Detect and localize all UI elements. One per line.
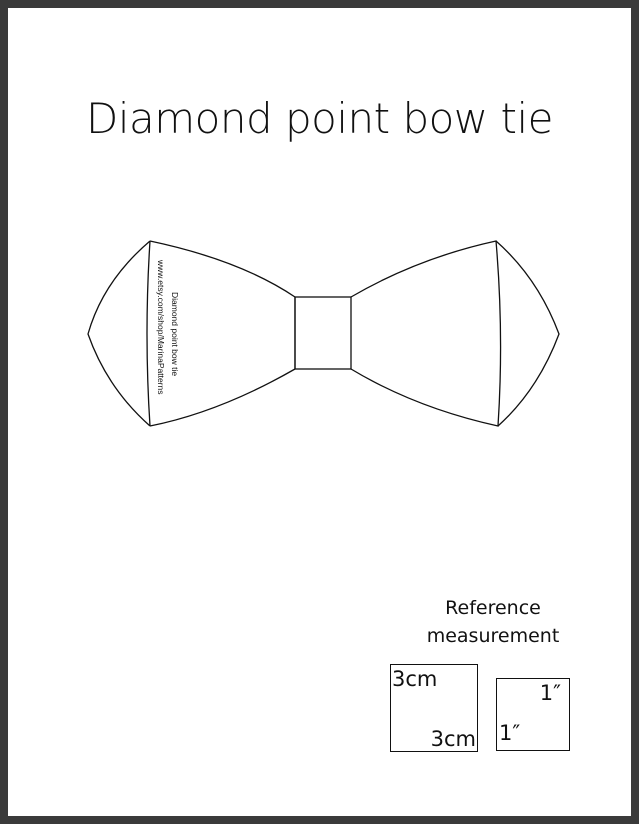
pattern-label-url: www.etsy.com/shop/MarinaPatterns <box>156 259 166 394</box>
right-diamond-point <box>495 240 560 427</box>
cm-top-label: 3cm <box>392 667 438 691</box>
reference-label: Reference measurement <box>408 594 578 650</box>
reference-box-3cm: 3cm 3cm <box>390 664 478 752</box>
pattern-label-name: Diamond point bow tie <box>170 292 180 376</box>
cm-bottom-label: 3cm <box>430 727 476 751</box>
right-wing-outline <box>350 240 502 427</box>
page-title: Diamond point bow tie <box>86 94 553 143</box>
left-diamond-point <box>87 240 151 427</box>
reference-label-line1: Reference <box>445 597 541 619</box>
inch-bottom-label: 1″ <box>499 721 521 745</box>
left-wing-seam <box>146 240 151 427</box>
reference-box-1inch: 1″ 1″ <box>496 678 570 751</box>
bow-tie-pattern: Diamond point bow tie www.etsy.com/shop/… <box>87 240 560 427</box>
center-knot <box>294 296 352 370</box>
reference-label-line2: measurement <box>426 625 560 647</box>
pattern-page: Diamond point bow tie Diamond point bow … <box>8 8 631 816</box>
inch-top-label: 1″ <box>539 681 561 705</box>
